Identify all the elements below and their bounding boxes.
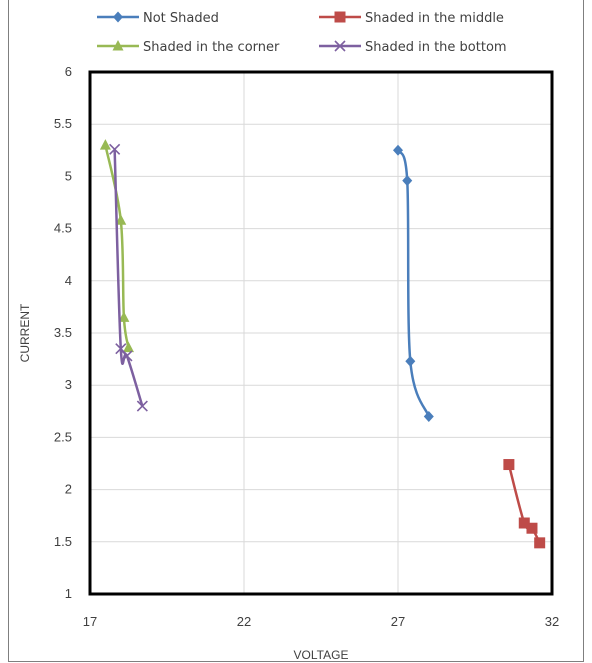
- legend-item-1: Shaded in the middle: [319, 11, 504, 26]
- series-3: [109, 143, 148, 412]
- data-point-0-2: [405, 355, 416, 367]
- legend: Not Shaded Shaded in the middle Shaded in …: [97, 11, 507, 55]
- data-point-2-2: [118, 311, 130, 322]
- series-line-2: [104, 144, 130, 348]
- series-line-3: [113, 149, 144, 407]
- series-0: [393, 144, 434, 423]
- y-tick-label-2: 2: [65, 482, 72, 497]
- legend-item-0: Not Shaded: [97, 11, 219, 26]
- data-point-0-3: [423, 411, 434, 423]
- plot-area-border: [88, 70, 554, 596]
- x-axis-title: VOLTAGE: [294, 648, 349, 662]
- legend-item-2: Shaded in the corner: [97, 40, 280, 55]
- y-tick-label-6: 4: [65, 273, 72, 288]
- data-point-3-3: [136, 400, 148, 412]
- data-point-2-3: [123, 341, 134, 353]
- data-point-3-1: [115, 343, 127, 355]
- data-point-1-0: [503, 459, 515, 471]
- legend-label-3: Shaded in the bottom: [365, 40, 507, 55]
- y-tick-label-5: 3.5: [54, 325, 72, 340]
- grid: [89, 71, 553, 595]
- legend-marker-1: [334, 11, 346, 23]
- y-tick-label-7: 4.5: [54, 221, 72, 236]
- data-point-0-0: [393, 144, 403, 156]
- legend-marker-2: [112, 40, 124, 51]
- y-tick-label-0: 1: [65, 586, 72, 601]
- y-tick-label-10: 6: [65, 64, 72, 79]
- y-tick-label-9: 5.5: [54, 116, 72, 131]
- series-1: [503, 459, 546, 549]
- series-layer: [99, 139, 546, 549]
- tick-labels: 1 1.5 2 2.5 3 3.5 4 4.5 5 5.5 6 17 22 27 32: [54, 64, 559, 629]
- data-point-2-1: [115, 214, 127, 225]
- y-tick-label-8: 5: [65, 168, 72, 183]
- data-point-2-0: [99, 139, 111, 150]
- legend-marker-3: [334, 40, 346, 52]
- x-tick-label-3: 32: [545, 614, 559, 629]
- data-point-0-1: [402, 175, 413, 187]
- data-point-1-2: [526, 522, 538, 534]
- legend-item-3: Shaded in the bottom: [319, 40, 507, 55]
- y-tick-label-4: 3: [65, 377, 72, 392]
- legend-label-2: Shaded in the corner: [143, 40, 280, 55]
- x-tick-label-0: 17: [83, 614, 97, 629]
- data-point-3-2: [121, 350, 133, 362]
- y-tick-label-3: 2.5: [54, 429, 72, 444]
- chart-frame: [8, 0, 584, 662]
- legend-label-1: Shaded in the middle: [365, 11, 504, 26]
- x-tick-label-2: 27: [391, 614, 405, 629]
- data-point-1-3: [534, 537, 546, 549]
- legend-marker-0: [113, 11, 123, 23]
- data-point-1-1: [518, 517, 530, 529]
- y-axis-title: CURRENT: [18, 303, 32, 362]
- x-tick-label-1: 22: [237, 614, 251, 629]
- legend-label-0: Not Shaded: [143, 11, 219, 26]
- series-line-0: [396, 149, 430, 418]
- series-2: [99, 139, 134, 353]
- y-tick-label-1: 1.5: [54, 534, 72, 549]
- data-point-3-0: [109, 143, 121, 155]
